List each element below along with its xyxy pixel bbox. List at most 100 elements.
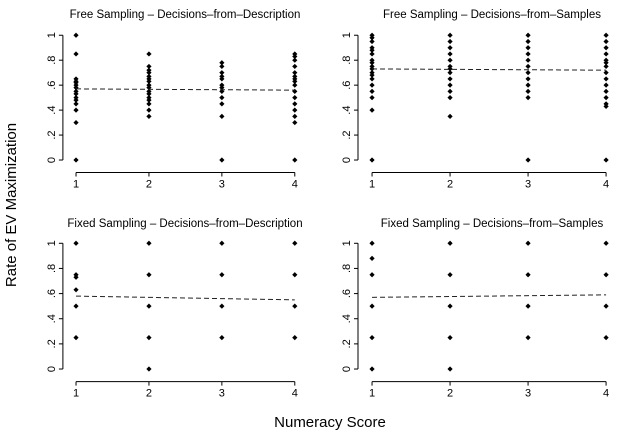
point [146, 334, 152, 341]
y-tick-label: .8 [341, 264, 353, 273]
point [219, 85, 225, 91]
y-tick-label: .2 [341, 130, 353, 139]
point [146, 113, 152, 119]
fit-line [372, 294, 607, 298]
point [292, 119, 298, 126]
point [292, 113, 298, 119]
y-tick-label: .4 [341, 314, 353, 323]
y-tick-label: 1 [46, 32, 58, 38]
point [369, 272, 375, 278]
fit-line [372, 68, 607, 71]
point [603, 51, 609, 57]
point [146, 107, 152, 113]
point [292, 78, 298, 85]
point [447, 82, 453, 88]
point [369, 157, 375, 163]
point [219, 113, 225, 119]
point [525, 38, 531, 45]
x-tick-label: 3 [219, 388, 225, 400]
point [146, 70, 152, 76]
point [525, 88, 531, 94]
point [525, 303, 531, 309]
x-tick-label: 1 [369, 178, 375, 190]
point [447, 57, 453, 63]
x-tick-label: 2 [447, 178, 453, 190]
point [603, 76, 609, 82]
y-tick-label: 1 [341, 32, 353, 38]
point [146, 78, 152, 85]
point [447, 70, 453, 76]
point [447, 32, 453, 38]
panel-title: Free Sampling – Decisions–from–Samples [383, 9, 601, 21]
point [73, 303, 79, 309]
panel-title: Free Sampling – Decisions–from–Descripti… [70, 9, 301, 21]
point [603, 38, 609, 45]
x-tick-label: 4 [603, 178, 609, 190]
y-tick-label: .8 [46, 264, 58, 273]
point [603, 272, 609, 278]
point [447, 272, 453, 278]
point [525, 272, 531, 278]
point [525, 76, 531, 82]
x-tick-label: 3 [525, 178, 531, 190]
y-tick-label: .4 [341, 106, 353, 115]
point [603, 63, 609, 70]
x-tick-label: 4 [292, 388, 298, 400]
y-tick-label: .2 [341, 339, 353, 348]
x-tick-label: 2 [146, 178, 152, 190]
x-tick-label: 1 [73, 178, 79, 190]
point [219, 76, 225, 82]
y-tick-label: 0 [341, 366, 353, 372]
point [292, 107, 298, 113]
point [603, 60, 609, 66]
point [525, 51, 531, 57]
point [447, 240, 453, 246]
point [447, 51, 453, 57]
point [525, 32, 531, 38]
point [369, 334, 375, 341]
point [219, 303, 225, 309]
point [73, 107, 79, 113]
y-tick-label: .6 [341, 81, 353, 90]
y-tick-label: 0 [341, 157, 353, 163]
point [369, 76, 375, 82]
point [73, 91, 79, 97]
y-tick-label: .4 [46, 106, 58, 115]
point [369, 82, 375, 88]
point [603, 45, 609, 51]
x-tick-label: 3 [525, 388, 531, 400]
point [73, 157, 79, 163]
y-tick-label: .8 [341, 56, 353, 65]
point [146, 97, 152, 103]
x-tick-label: 4 [292, 178, 298, 190]
point [447, 95, 453, 101]
point [146, 51, 152, 57]
point [73, 240, 79, 246]
y-tick-label: .2 [46, 130, 58, 139]
point [447, 88, 453, 94]
point [146, 85, 152, 91]
panel-title: Fixed Sampling – Decisions–from–Descript… [67, 218, 302, 230]
point [603, 82, 609, 88]
point [603, 103, 609, 109]
point [369, 255, 375, 261]
point [369, 88, 375, 94]
point [292, 334, 298, 341]
point [603, 70, 609, 76]
point [146, 91, 152, 97]
point [369, 107, 375, 113]
point [292, 63, 298, 70]
y-tick-label: .8 [46, 56, 58, 65]
point [292, 70, 298, 76]
point [73, 334, 79, 341]
point [219, 334, 225, 341]
point [603, 157, 609, 163]
point [219, 240, 225, 246]
y-tick-label: 0 [46, 157, 58, 163]
x-axis-title: Numeracy Score [274, 414, 386, 431]
point [603, 303, 609, 309]
point [292, 157, 298, 163]
